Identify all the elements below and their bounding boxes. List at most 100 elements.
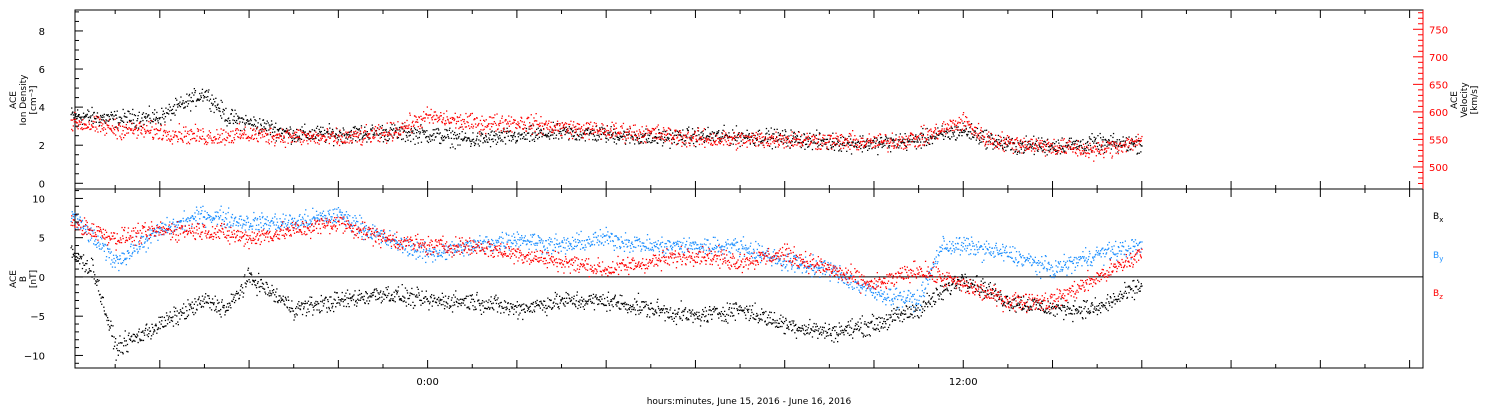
velocity-point <box>333 140 335 143</box>
velocity-point <box>935 123 937 125</box>
density-point <box>1117 151 1119 153</box>
velocity-point <box>453 119 455 122</box>
velocity-point <box>75 121 77 123</box>
velocity-point <box>110 129 112 131</box>
bx-point <box>233 296 235 298</box>
velocity-point <box>111 130 113 132</box>
density-point <box>835 143 837 145</box>
velocity-point <box>463 121 465 123</box>
density-point <box>634 143 636 145</box>
bx-point <box>427 300 430 302</box>
velocity-point <box>723 130 725 132</box>
density-point <box>129 113 131 115</box>
bx-point <box>519 312 521 314</box>
velocity-point <box>1140 137 1142 140</box>
density-point <box>806 143 808 145</box>
velocity-point <box>627 134 629 136</box>
velocity-point <box>1031 138 1033 141</box>
velocity-point <box>580 127 582 129</box>
density-point <box>72 114 74 116</box>
bx-point <box>116 347 118 350</box>
velocity-point <box>98 119 101 121</box>
density-point <box>645 138 648 140</box>
velocity-point <box>592 125 594 127</box>
velocity-point <box>92 126 94 128</box>
density-point <box>654 136 657 138</box>
density-point <box>536 128 538 130</box>
density-point <box>812 142 814 144</box>
bx-point <box>471 298 473 300</box>
velocity-point <box>128 127 130 129</box>
density-point <box>548 136 550 138</box>
velocity-point <box>229 135 231 137</box>
density-point <box>1094 140 1096 142</box>
velocity-point <box>1108 147 1110 149</box>
bx-point <box>283 303 285 305</box>
density-point <box>764 137 766 139</box>
density-point <box>283 137 285 139</box>
velocity-point <box>82 128 85 130</box>
bx-point <box>276 288 278 290</box>
bx-point <box>359 299 362 301</box>
density-point <box>478 139 480 141</box>
bx-point <box>339 304 341 306</box>
density-point <box>457 137 460 139</box>
bx-point <box>552 302 554 304</box>
density-point <box>617 137 620 139</box>
density-point <box>90 115 92 117</box>
density-point <box>607 139 610 141</box>
density-point <box>195 105 197 107</box>
density-point <box>955 139 957 141</box>
velocity-point <box>598 130 600 132</box>
density-point <box>611 134 613 136</box>
velocity-point <box>163 129 165 132</box>
bx-point <box>183 303 185 305</box>
bx-point <box>355 301 357 303</box>
velocity-point <box>836 142 838 145</box>
density-point <box>126 116 128 118</box>
bx-point <box>191 307 193 310</box>
bx-point <box>112 325 114 327</box>
density-point <box>1041 150 1043 152</box>
velocity-point <box>1131 140 1133 142</box>
density-point <box>1051 146 1054 148</box>
velocity-point <box>576 128 578 130</box>
density-point <box>1024 147 1026 149</box>
bx-point <box>345 292 347 294</box>
density-point <box>831 141 833 143</box>
density-point <box>459 144 461 146</box>
bx-point <box>250 272 252 274</box>
bx-point <box>274 301 276 303</box>
density-point <box>123 121 125 123</box>
velocity-point <box>471 123 473 125</box>
velocity-point <box>960 118 962 120</box>
bx-point <box>496 311 499 313</box>
density-point <box>449 127 451 129</box>
bx-point <box>232 293 234 296</box>
density-point <box>235 121 237 123</box>
velocity-point <box>1007 140 1009 142</box>
density-point <box>772 137 774 140</box>
velocity-point <box>368 136 370 139</box>
density-point <box>163 118 165 120</box>
bx-point <box>196 309 198 311</box>
velocity-point <box>955 128 957 131</box>
bx-point <box>234 294 236 296</box>
density-point <box>282 128 284 131</box>
velocity-point <box>600 138 603 140</box>
bx-point <box>376 298 379 300</box>
velocity-point <box>517 124 520 126</box>
velocity-point <box>720 138 722 140</box>
velocity-point <box>893 146 896 148</box>
velocity-point <box>1126 137 1129 140</box>
density-point <box>865 145 867 148</box>
density-point <box>1012 142 1014 144</box>
velocity-point <box>891 132 893 134</box>
velocity-point <box>105 122 107 124</box>
velocity-point <box>145 131 147 133</box>
density-point <box>366 131 368 133</box>
density-point <box>618 139 620 141</box>
density-point <box>857 141 860 143</box>
velocity-point <box>262 136 264 138</box>
